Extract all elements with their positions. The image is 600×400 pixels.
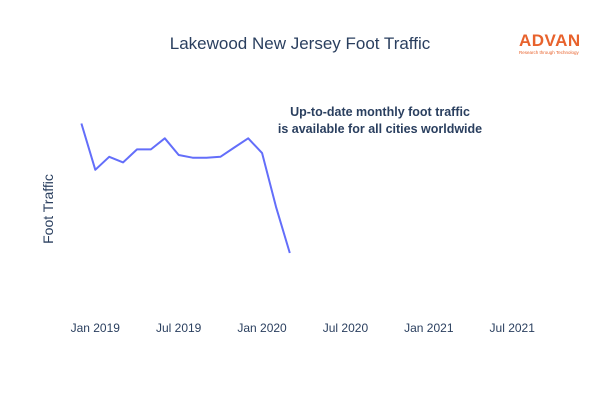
x-tick-label: Jan 2019: [71, 321, 121, 335]
x-tick-label: Jan 2021: [404, 321, 454, 335]
x-tick-label: Jan 2020: [237, 321, 287, 335]
annotation-line-2: is available for all cities worldwide: [277, 122, 483, 136]
annotation-line-1: Up-to-date monthly foot traffic: [290, 105, 470, 119]
chart-annotation: Up-to-date monthly foot traffic is avail…: [230, 104, 530, 138]
logo-tagline: Research through Technology: [519, 50, 579, 55]
foot-traffic-line: [80, 123, 291, 254]
x-tick-label: Jul 2019: [156, 321, 202, 335]
logo-wordmark: ADVAN: [519, 31, 581, 50]
advan-logo: ADVAN Research through Technology: [519, 32, 591, 56]
series-lines: [80, 123, 291, 254]
x-tick-label: Jul 2021: [490, 321, 536, 335]
chart-title: Lakewood New Jersey Foot Traffic: [169, 34, 431, 53]
x-axis-ticks: Jan 2019 Jul 2019 Jan 2020 Jul 2020 Jan 2021…: [71, 321, 536, 335]
x-tick-label: Jul 2020: [323, 321, 369, 335]
